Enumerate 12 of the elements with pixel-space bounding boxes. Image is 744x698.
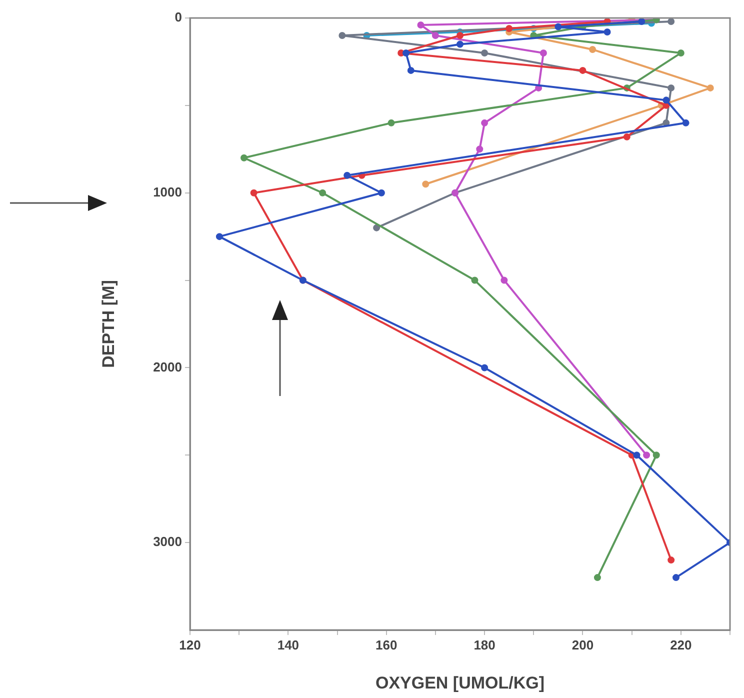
x-tick-label: 120 [179, 637, 201, 652]
y-tick-label: 0 [174, 10, 182, 25]
y-tick-label: 3000 [153, 534, 182, 550]
x-tick-label: 140 [277, 637, 300, 652]
x-tick-label: 160 [376, 637, 398, 652]
x-tick-label: 200 [572, 637, 594, 652]
x-axis-title: OXYGEN [UMOL/KG] [375, 673, 545, 692]
y-tick-label: 2000 [153, 359, 182, 374]
x-tick-label: 180 [474, 637, 496, 652]
x-tick-label: 220 [670, 637, 692, 652]
y-tick-label: 1000 [153, 184, 182, 200]
y-axis-title: DEPTH [M] [98, 280, 118, 368]
